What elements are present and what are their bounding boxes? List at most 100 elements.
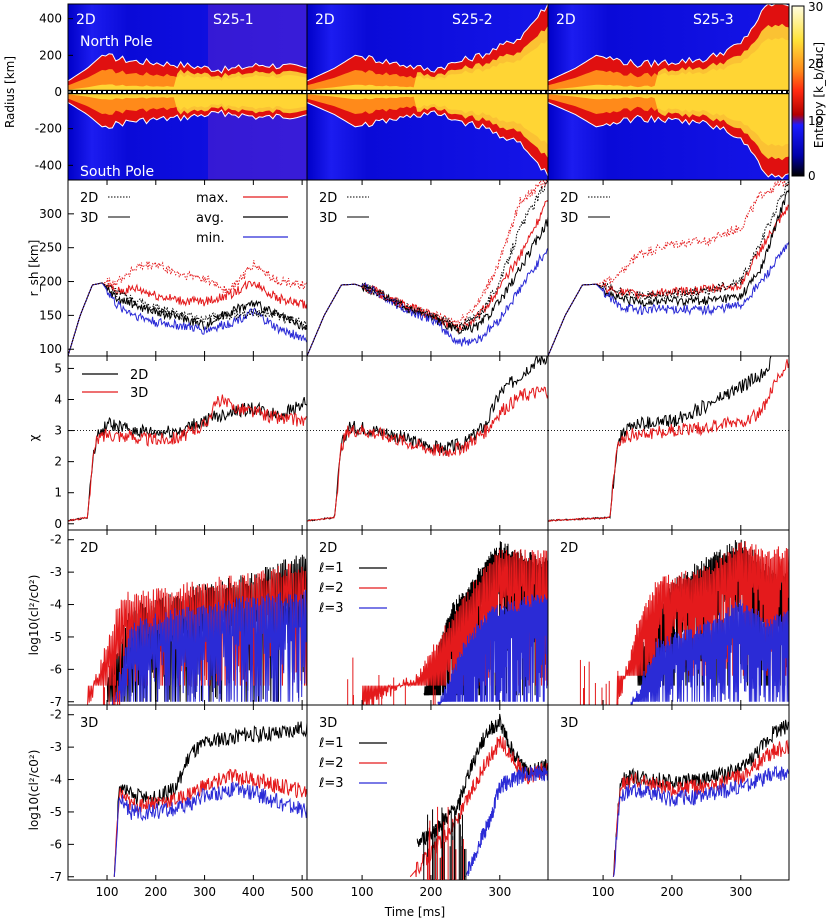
legend-dim-label: 2D <box>319 191 337 206</box>
dim-tag-2d: 2D <box>560 541 578 556</box>
legend-dim-label: 2D <box>80 191 98 206</box>
x-tick-label: 400 <box>242 885 265 899</box>
entropy-colorbar: 30 20 10 0 Entropy [k_b/nuc] <box>791 0 826 183</box>
y-tick-label: 4 <box>54 393 62 407</box>
y-tick-label: -3 <box>50 740 62 754</box>
south-yellow-plumes <box>307 92 548 159</box>
mode-legend-label: ℓ=1 <box>318 561 344 576</box>
north-shock-outline <box>67 53 308 82</box>
model-label: S25-2 <box>452 12 493 28</box>
panel-plot-area <box>307 356 548 522</box>
heatmap-panel-2: 2D S25-2 <box>306 3 549 181</box>
series-line--2 <box>113 768 307 877</box>
cbar-tick-20: 20 <box>808 57 823 71</box>
radius-tick-label: 200 <box>39 48 62 62</box>
series-line-3d-min <box>68 282 307 356</box>
chi-panel-3 <box>547 355 790 531</box>
y-tick-label: 150 <box>39 308 62 322</box>
series-line-3d <box>307 386 548 522</box>
y-tick-label: -5 <box>50 805 62 819</box>
x-tick-label: 500 <box>291 885 314 899</box>
y-tick-label: -6 <box>50 837 62 851</box>
shock-radius-panel-3 <box>547 179 790 357</box>
cbar-tick-30: 30 <box>808 0 823 14</box>
y-tick-label: -7 <box>50 695 62 709</box>
legend-stat-label: max. <box>196 191 228 206</box>
south-shock-outline <box>67 102 308 129</box>
chi-panel-1 <box>67 355 308 531</box>
south-pole-label: South Pole <box>80 164 154 180</box>
panel-plot-area <box>361 541 548 705</box>
x-tick-label: 100 <box>592 885 615 899</box>
series-line-2d <box>68 396 307 522</box>
dim-label: 2D <box>556 12 576 28</box>
y-tick-label: 2 <box>54 455 62 469</box>
panel-background <box>307 180 548 356</box>
radius-tick-label: 0 <box>54 85 62 99</box>
dim-label: 2D <box>315 12 335 28</box>
heatmap-panel-3: 2D S25-3 <box>547 3 790 181</box>
ylabel-rsh-text: r_sh [km] <box>27 240 41 297</box>
radius-tick-label: -400 <box>35 158 62 172</box>
panel-background <box>68 180 307 356</box>
shock-radius-row: 300 250 200 150 100 2D 3D 2D 3D 2D 3D max. avg. min. <box>39 179 790 357</box>
y-tick-label: -2 <box>50 533 62 547</box>
panel-plot-area <box>409 713 548 878</box>
south-shock-outline <box>306 102 549 177</box>
mode-legend-label: ℓ=1 <box>318 736 344 751</box>
y-tick-label: 5 <box>54 361 62 375</box>
dim-tag-2d: 2D <box>80 541 98 556</box>
model-label: S25-1 <box>213 12 254 28</box>
modes-3d-panel-3 <box>547 704 790 881</box>
north-shock-outline <box>547 3 790 82</box>
chi-legend-label: 3D <box>130 386 148 401</box>
panel-plot-area <box>612 719 789 877</box>
legend-dim-label: 3D <box>560 211 578 226</box>
panel-plot-area <box>68 260 307 356</box>
equator-band <box>68 89 307 95</box>
series-line--1 <box>113 721 307 877</box>
y-tick-label: 1 <box>54 486 62 500</box>
series-line-3d-max <box>68 280 307 356</box>
south-yellow-plumes <box>68 92 307 115</box>
panel-plot-area <box>113 721 307 877</box>
north-pole-label: North Pole <box>80 34 153 50</box>
series-line-2d-avg <box>307 180 548 356</box>
y-tick-label: 3 <box>54 424 62 438</box>
cbar-label: Entropy [k_b/nuc] <box>812 42 826 148</box>
entropy-heatmap-row: 2D S25-1 North Pole South Pole 2D S25-2 2D S25-… <box>35 3 790 181</box>
panel-background <box>548 705 789 880</box>
chi-row: 5 4 3 2 1 0 2D 3D <box>54 355 790 531</box>
series-line--3 <box>464 765 548 877</box>
model-label: S25-3 <box>693 12 734 28</box>
y-tick-label: -3 <box>50 565 62 579</box>
y-tick-label: -7 <box>50 870 62 884</box>
north-yellow-plumes <box>307 25 548 93</box>
panel-background <box>68 356 307 530</box>
y-tick-label: 100 <box>39 342 62 356</box>
x-tick-label: 100 <box>96 885 119 899</box>
panel-plot-area <box>68 394 307 522</box>
mode-legend-label: ℓ=2 <box>318 756 344 771</box>
dim-tag-3d: 3D <box>560 716 578 731</box>
x-tick-label: 200 <box>419 885 442 899</box>
series-line-2d-avg <box>68 282 307 356</box>
north-shock-outline <box>306 3 549 82</box>
legend-dim-label: 3D <box>80 211 98 226</box>
x-tick-label: 200 <box>144 885 167 899</box>
heatmap-panel-1: 2D S25-1 North Pole South Pole <box>67 3 308 181</box>
radius-tick-label: -200 <box>35 122 62 136</box>
modes-2d-panel-1 <box>67 529 308 706</box>
series-line--2 <box>612 738 789 877</box>
mode-legend-label: ℓ=2 <box>318 581 344 596</box>
y-tick-label: -5 <box>50 630 62 644</box>
series-line--3 <box>113 781 307 877</box>
dim-tag-3d: 3D <box>319 716 337 731</box>
y-tick-label: 200 <box>39 275 62 289</box>
ylabel-modes-3d: log10(cl²/c0²) <box>27 750 41 831</box>
dim-label: 2D <box>76 12 96 28</box>
shock-radius-panel-1 <box>67 179 308 357</box>
x-tick-label: 300 <box>488 885 511 899</box>
chi-panel-2 <box>306 355 549 531</box>
series-line--3 <box>111 589 307 705</box>
